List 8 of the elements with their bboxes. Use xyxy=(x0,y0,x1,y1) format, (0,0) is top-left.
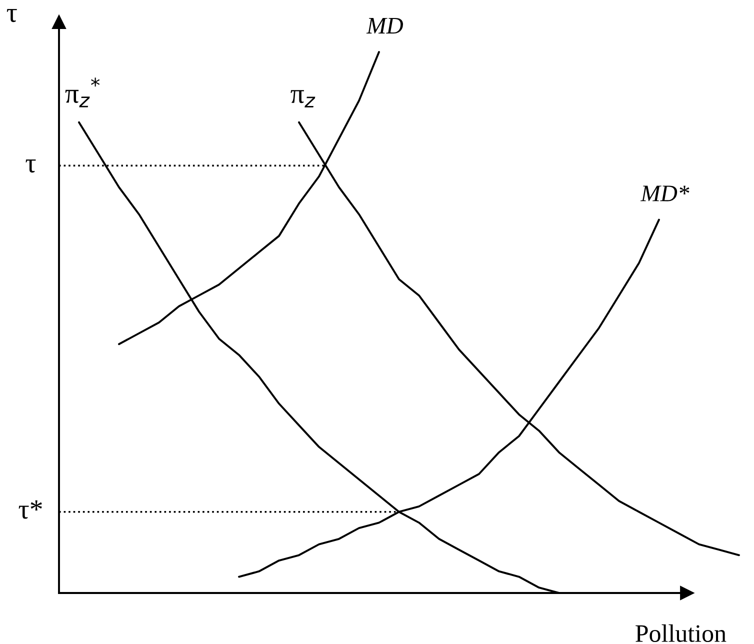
series-label: π$_{z}$ xyxy=(290,90,316,108)
ref-line-label: τ xyxy=(26,160,36,173)
series-label: π$_{z}$$^{*}$ xyxy=(65,78,100,108)
y-axis-title: τ xyxy=(6,9,17,22)
x-axis-title: Pollution xyxy=(636,624,726,642)
series-label: MD xyxy=(366,18,404,34)
series-label: MD* xyxy=(640,186,690,202)
ref-line-label: τ* xyxy=(18,500,42,519)
